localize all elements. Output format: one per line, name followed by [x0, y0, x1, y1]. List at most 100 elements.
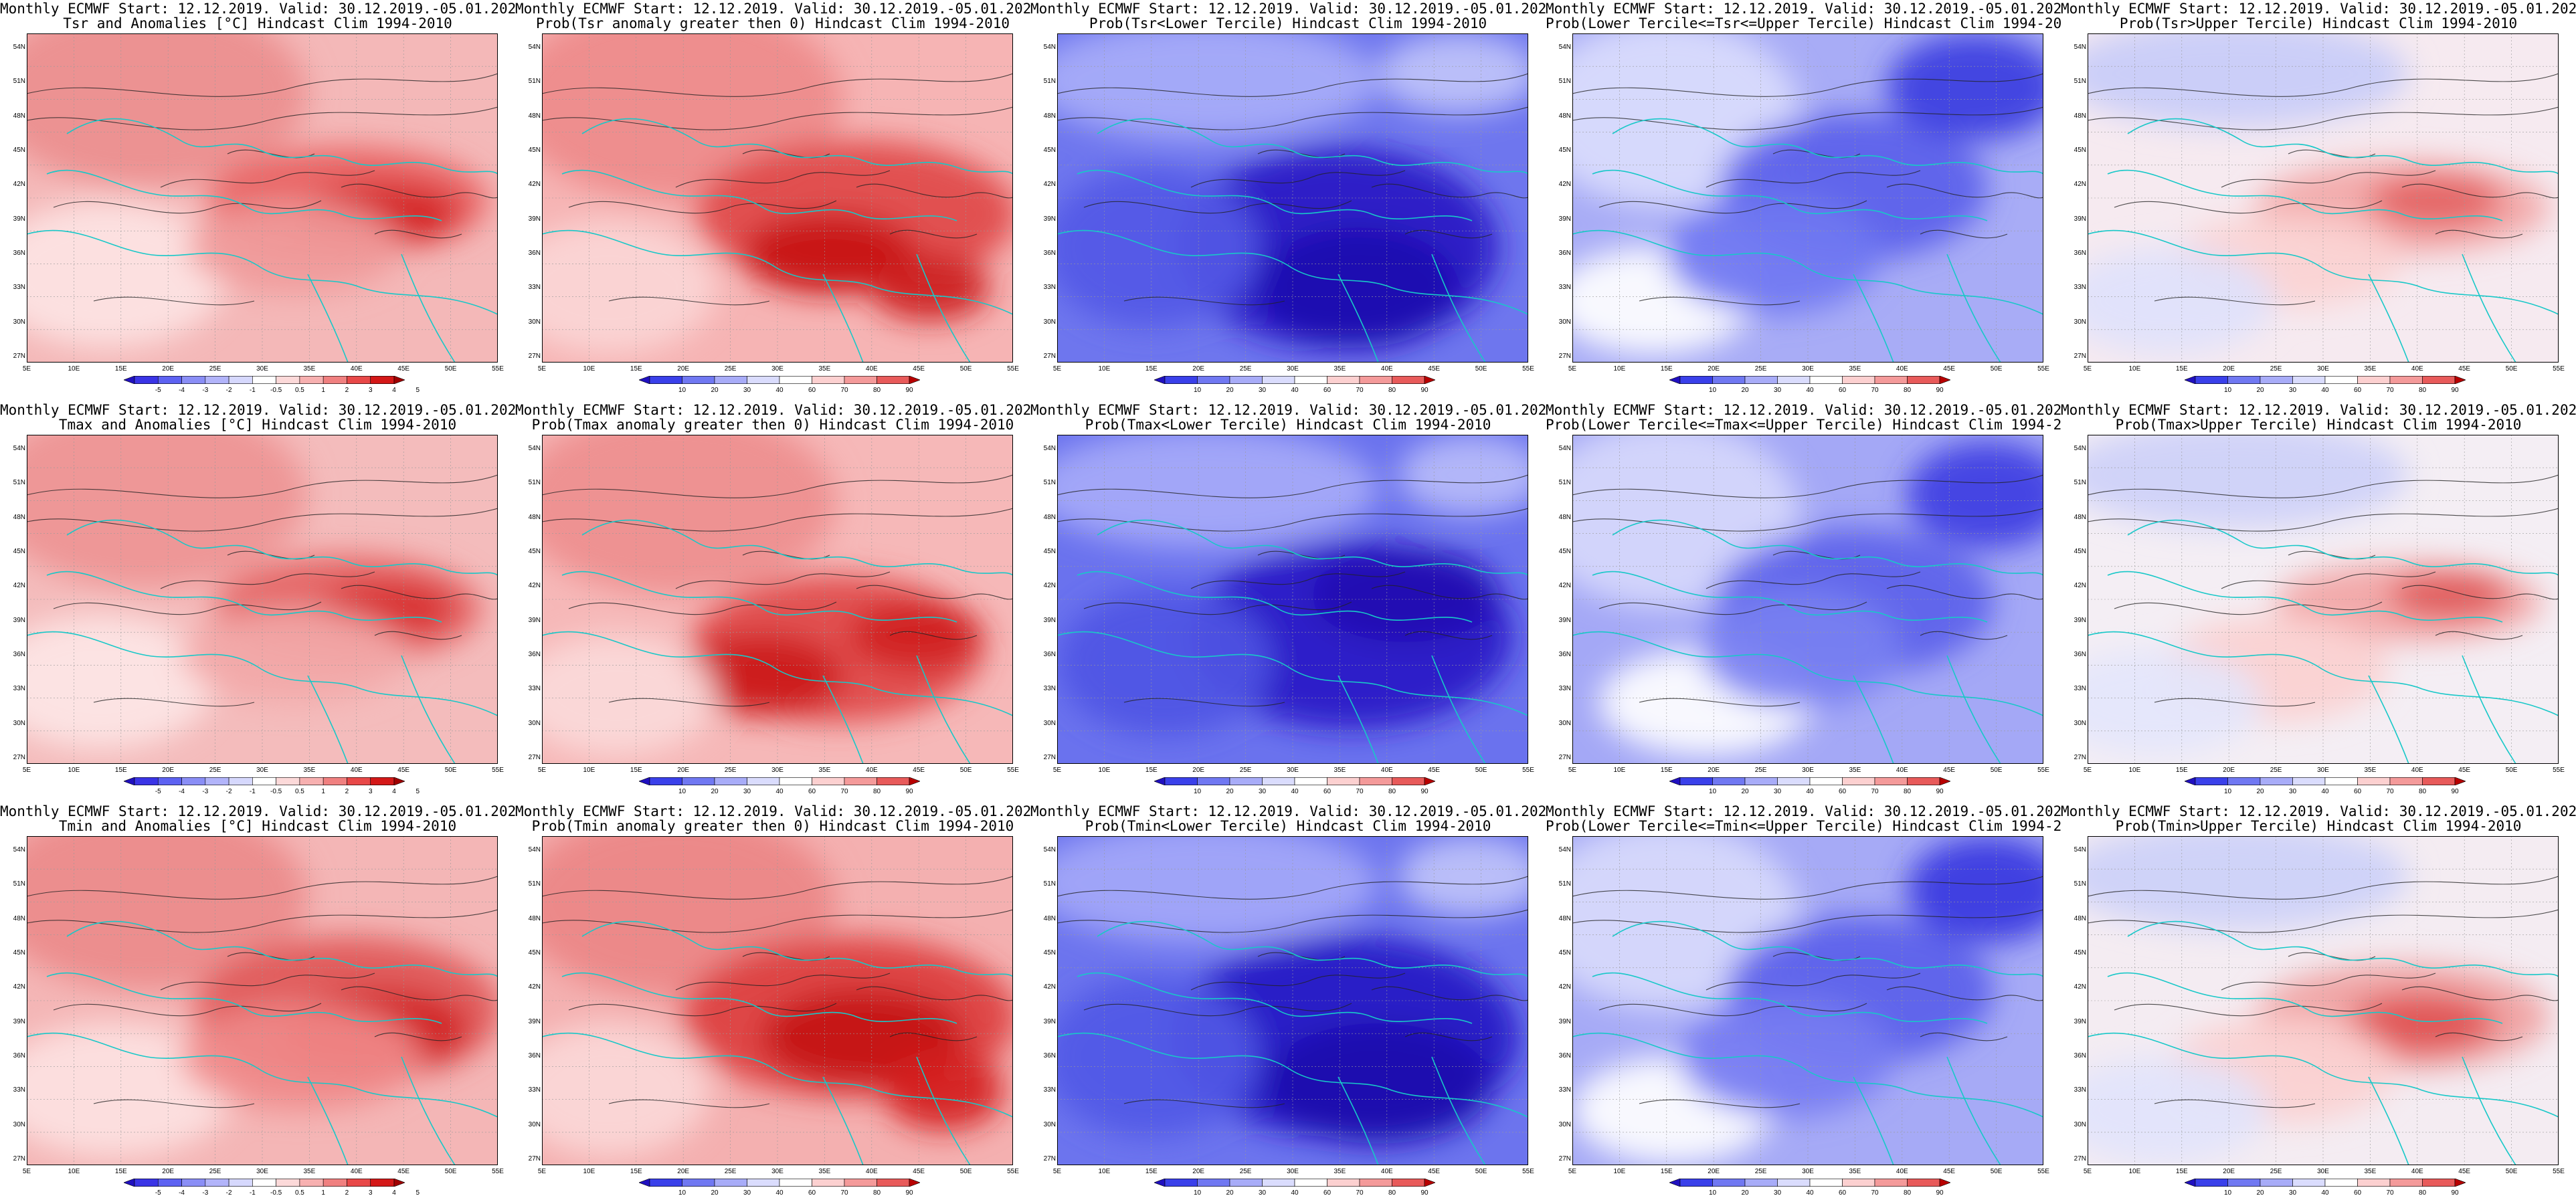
colorbar-high-end — [393, 376, 405, 384]
isoline — [2435, 631, 2523, 640]
longitude-tick-label: 15E — [114, 767, 127, 774]
map-frame — [1572, 836, 2043, 1165]
coastline — [1612, 920, 2043, 977]
colorbar-tick-label: 20 — [1226, 387, 1234, 394]
isoline — [1706, 170, 1921, 188]
isoline — [889, 229, 978, 239]
longitude-tick-label: 30E — [1802, 767, 1814, 774]
isoline — [542, 909, 1013, 933]
map-frame — [27, 435, 498, 764]
panel-title-line1: Monthly ECMWF Start: 12.12.2019. Valid: … — [1546, 1, 2061, 17]
colorbar-segment — [2260, 777, 2293, 785]
colorbar-tick-label: 20 — [1226, 788, 1234, 795]
colorbar-tick-label: 2 — [345, 387, 349, 394]
colorbar-segment — [682, 376, 715, 384]
isoline — [2401, 183, 2559, 199]
latitude-tick-label: 27N — [2074, 353, 2086, 360]
latitude-tick-label: 54N — [1043, 43, 1056, 51]
isoline — [2435, 1032, 2523, 1041]
colorbar-tick-label: 80 — [1903, 788, 1912, 795]
forecast-map — [1057, 836, 1528, 1165]
colorbar-tick-label: 3 — [368, 387, 373, 394]
latitude-tick-label: 48N — [13, 513, 25, 521]
isoline — [2401, 585, 2559, 600]
colorbar-tick-label: 60 — [1838, 1189, 1847, 1197]
latitude-tick-label: 36N — [528, 651, 541, 658]
map-panel: Monthly ECMWF Start: 12.12.2019. Valid: … — [1030, 0, 1546, 401]
anomaly-region — [1258, 227, 1459, 348]
panel-title-line2: Prob(Tmax<Lower Tercile) Hindcast Clim 1… — [1085, 417, 1491, 433]
anomaly-region — [1057, 33, 1378, 140]
anomaly-region — [2389, 572, 2509, 619]
map-panel: Monthly ECMWF Start: 12.12.2019. Valid: … — [0, 803, 515, 1204]
isoline — [2221, 170, 2436, 188]
colorbar-tick-label: 80 — [872, 1189, 881, 1197]
colorbar-segment — [205, 777, 229, 785]
longitude-tick-label: 10E — [1098, 1168, 1111, 1175]
latitude-tick-label: 48N — [1558, 513, 1571, 521]
isoline — [1083, 601, 1352, 615]
latitude-tick-label: 36N — [1558, 651, 1571, 658]
map-panel: Monthly ECMWF Start: 12.12.2019. Valid: … — [515, 803, 1030, 1204]
colorbar-segment — [812, 376, 845, 384]
isoline — [1706, 571, 1921, 589]
longitude-tick-label: 55E — [1522, 365, 1534, 373]
colorbar-tick-label: -0.5 — [270, 1189, 282, 1197]
longitude-tick-label: 40E — [350, 365, 363, 373]
colorbar-tick-label: 40 — [775, 1189, 784, 1197]
colorbar-segment — [714, 777, 747, 785]
latitude-tick-label: 30N — [1558, 318, 1571, 326]
colorbar-segment — [1842, 376, 1875, 384]
latitude-tick-label: 45N — [13, 146, 25, 154]
colorbar-tick-label: -4 — [179, 387, 185, 394]
colorbar-tick-label: 40 — [775, 387, 784, 394]
longitude-tick-label: 45E — [2458, 767, 2471, 774]
longitude-tick-label: 55E — [1007, 767, 1019, 774]
colorbar-tick-label: 90 — [905, 788, 913, 795]
map-panel: Monthly ECMWF Start: 12.12.2019. Valid: … — [2061, 803, 2576, 1204]
isoline — [675, 571, 891, 589]
longitude-tick-label: 20E — [162, 365, 175, 373]
isoline — [1123, 698, 1285, 707]
forecast-map — [542, 836, 1013, 1165]
map-panel: Monthly ECMWF Start: 12.12.2019. Valid: … — [1030, 803, 1546, 1204]
colorbar-segment — [205, 376, 229, 384]
colorbar-segment — [252, 777, 276, 785]
isoline — [1572, 909, 2043, 933]
colorbar-segment — [1809, 777, 1843, 785]
anomaly-region — [1311, 548, 1499, 642]
colorbar-segment — [1229, 1179, 1263, 1187]
colorbar-tick-label: 30 — [743, 1189, 751, 1197]
colorbar-segment — [1392, 777, 1425, 785]
map-frame — [1057, 836, 1528, 1165]
anomaly-region — [1907, 441, 2043, 548]
isoline — [1057, 508, 1528, 532]
colorbar-tick-label: 20 — [711, 788, 719, 795]
coastline — [1853, 655, 2001, 764]
latitude-tick-label: 30N — [13, 719, 25, 727]
longitude-tick-label: 40E — [2411, 1168, 2423, 1175]
longitude-tick-label: 35E — [1849, 767, 1861, 774]
colorbar-tick-label: 60 — [1838, 387, 1847, 394]
coastline — [66, 920, 498, 977]
colorbar-segment — [1197, 777, 1230, 785]
panel-title-line2: Prob(Tmax anomaly greater then 0) Hindca… — [531, 417, 1014, 433]
longitude-tick-label: 50E — [2505, 767, 2518, 774]
colorbar-segment — [1262, 777, 1295, 785]
colorbar — [2185, 777, 2466, 785]
panel-title-line1: Monthly ECMWF Start: 12.12.2019. Valid: … — [1030, 803, 1546, 819]
panel-title-line2: Prob(Lower Tercile<=Tsr<=Upper Tercile) … — [1546, 15, 2061, 31]
coastline — [2127, 118, 2559, 175]
colorbar — [639, 777, 920, 785]
latitude-tick-label: 48N — [1043, 914, 1056, 922]
colorbar-tick-label: 80 — [2418, 788, 2427, 795]
isoline — [2088, 508, 2559, 532]
coastline — [2107, 169, 2503, 221]
colorbar-segment — [1164, 376, 1198, 384]
coastline — [1853, 254, 2001, 363]
longitude-tick-label: 20E — [2223, 365, 2235, 373]
forecast-map — [542, 435, 1013, 764]
isoline — [2221, 571, 2436, 589]
anomaly-region — [2088, 649, 2262, 756]
map-panel: Monthly ECMWF Start: 12.12.2019. Valid: … — [1546, 401, 2061, 803]
